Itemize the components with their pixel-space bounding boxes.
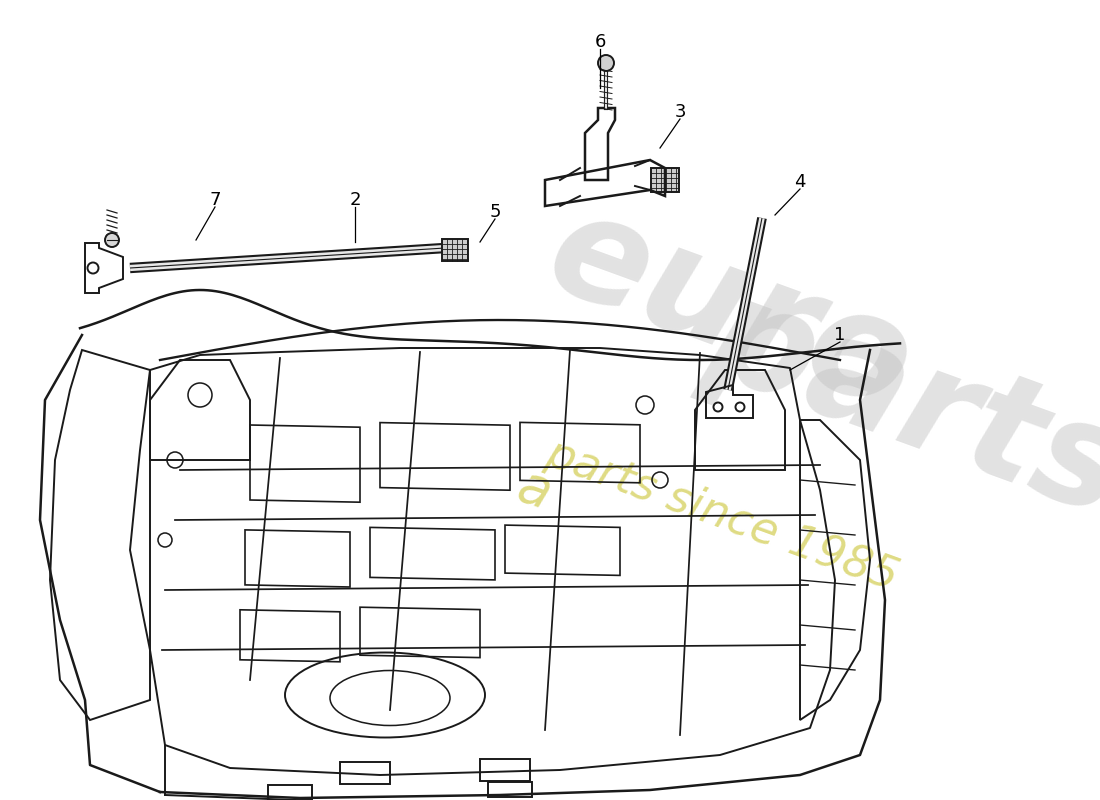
Bar <box>268 785 312 800</box>
Circle shape <box>598 55 614 71</box>
Bar <box>442 239 468 261</box>
Text: a: a <box>510 460 558 520</box>
Text: euro: euro <box>530 180 931 440</box>
Text: parts: parts <box>690 265 1100 545</box>
Bar <box>480 759 530 781</box>
Text: 5: 5 <box>490 203 500 221</box>
Text: 2: 2 <box>350 191 361 209</box>
Bar <box>651 168 679 192</box>
Text: 3: 3 <box>674 103 685 121</box>
Text: parts since 1985: parts since 1985 <box>540 431 904 598</box>
Bar <box>340 762 390 784</box>
Text: 1: 1 <box>834 326 846 344</box>
Text: 7: 7 <box>209 191 221 209</box>
Text: 6: 6 <box>594 33 606 51</box>
Bar <box>488 782 532 797</box>
Text: 4: 4 <box>794 173 805 191</box>
Circle shape <box>104 233 119 247</box>
